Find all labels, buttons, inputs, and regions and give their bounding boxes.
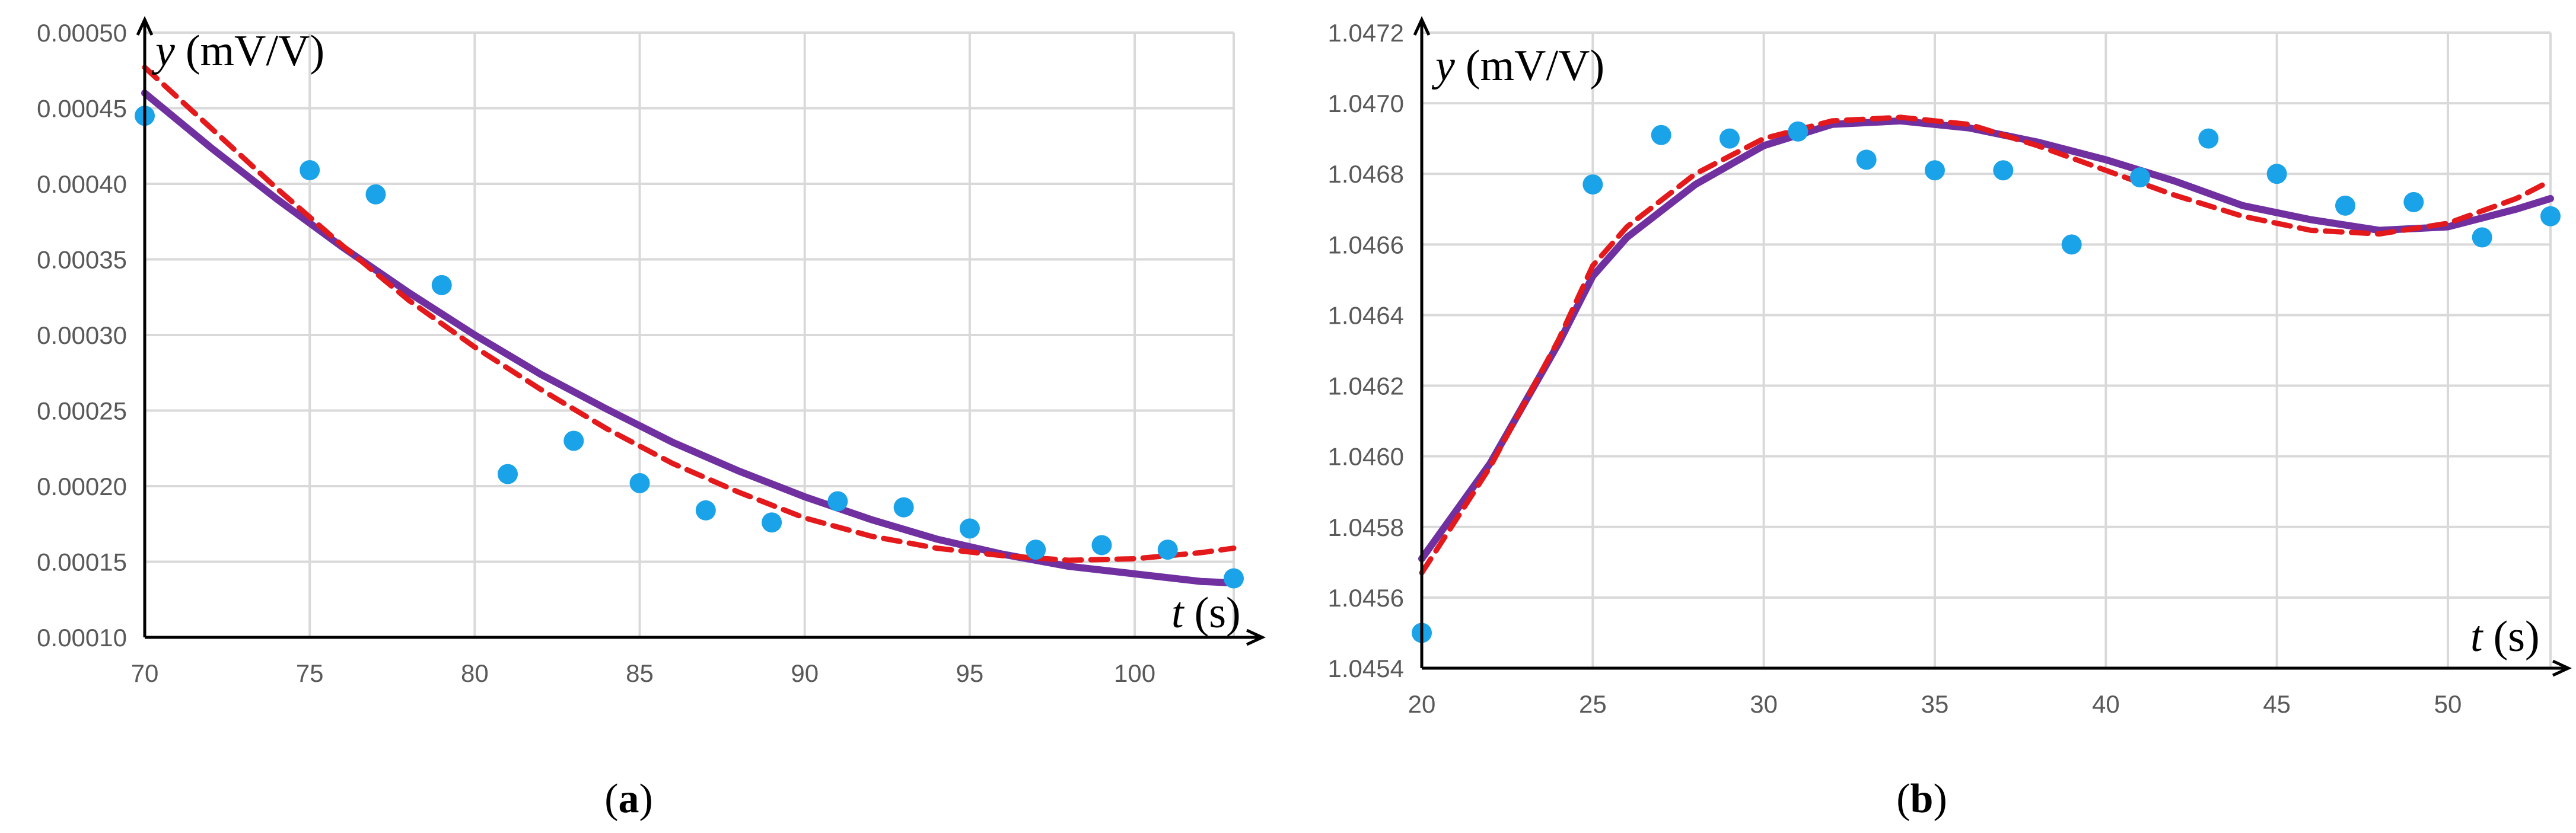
panel-b-data-point: [1993, 160, 2014, 181]
panel-a-y-axis-arrow: [136, 16, 154, 36]
panel-a-data-point: [563, 430, 584, 451]
panel-a-data-points: [135, 106, 1244, 589]
panel-b-data-point: [2198, 128, 2219, 149]
panel-a-y-tick-label: 0.00045: [37, 95, 127, 123]
panel-b-x-tick-label: 20: [1408, 690, 1436, 718]
panel-a-data-point: [629, 473, 650, 493]
panel-a-fit-dashed-line: [142, 65, 1237, 563]
panel-a-data-point: [762, 512, 782, 533]
panel-b-y-tick-label: 1.0468: [1328, 160, 1404, 188]
panel-a-x-tick-label: 90: [791, 659, 819, 687]
panel-a-data-point: [959, 518, 980, 539]
panel-a-y-tick-label: 0.00040: [37, 170, 127, 198]
panel-a-chart: 0.00010 0.00015 0.00020 0.00025 0.00030 0.000…: [37, 16, 1266, 822]
panel-b-tick-labels: 1.0454 1.0456 1.0458 1.0460 1.0462 1.0464 1.04…: [1328, 19, 2462, 718]
panel-a-x-tick-label: 95: [956, 659, 984, 687]
panel-b-data-point: [2540, 206, 2561, 226]
panel-a-data-point: [1224, 568, 1244, 589]
panel-a-x-axis-arrow: [1246, 628, 1266, 646]
panel-b-data-point: [1856, 149, 1877, 170]
panel-b-y-axis-label: y (mV/V): [1431, 42, 1604, 90]
panel-b-y-tick-label: 1.0462: [1328, 372, 1404, 400]
panel-a-y-axis-label: y (mV/V): [151, 27, 324, 75]
panel-b-data-point: [1925, 160, 1945, 181]
panel-b-fit-lines: [1418, 114, 2554, 576]
panel-a-data-point: [498, 464, 518, 484]
panel-a-x-axis-label: t (s): [1171, 589, 1241, 637]
panel-a-x-tick-label: 70: [131, 659, 159, 687]
panel-a-data-point: [1157, 540, 1178, 560]
panel-a-data-point: [431, 275, 452, 295]
panel-b-y-tick-label: 1.0472: [1328, 19, 1404, 47]
panel-b-gridlines: [1422, 31, 2552, 668]
panel-b-data-point: [2061, 234, 2082, 255]
panel-b-x-tick-label: 45: [2263, 690, 2291, 718]
panel-b-data-point: [2335, 195, 2355, 216]
panel-b-x-tick-label: 50: [2434, 690, 2462, 718]
panel-a-y-tick-label: 0.00025: [37, 397, 127, 425]
panel-b-y-tick-label: 1.0464: [1328, 301, 1404, 329]
panel-a-x-tick-label: 85: [626, 659, 654, 687]
panel-b-x-axis-arrow: [2552, 659, 2572, 677]
panel-b-data-point: [2266, 164, 2287, 184]
panel-b-fit-solid-line: [1418, 117, 2554, 563]
panel-b-fit-dashed-line: [1419, 114, 2553, 576]
panel-a-y-tick-label: 0.00010: [37, 624, 127, 652]
panel-b-data-point: [2472, 227, 2492, 248]
panel-a-caption: (a): [604, 776, 653, 822]
panel-a-x-tick-label: 80: [461, 659, 489, 687]
panel-a-tick-labels: 0.00010 0.00015 0.00020 0.00025 0.00030 0.000…: [37, 19, 1155, 687]
panel-b-y-tick-label: 1.0466: [1328, 231, 1404, 258]
panel-a-data-point: [827, 491, 848, 512]
panel-a-fit-lines: [141, 65, 1237, 587]
panel-a-axes: [136, 16, 1266, 646]
panel-a-y-tick-label: 0.00015: [37, 548, 127, 576]
panel-a-x-tick-label: 100: [1114, 659, 1155, 687]
panel-a-y-tick-label: 0.00050: [37, 19, 127, 47]
panel-b-data-points: [1412, 121, 2561, 643]
panel-a-gridlines: [145, 31, 1235, 637]
panel-b-data-point: [1720, 128, 1740, 149]
panel-b-data-point: [1651, 125, 1671, 145]
panel-b-data-point: [2130, 167, 2150, 188]
panel-a-data-point: [893, 497, 914, 518]
panel-a-x-tick-label: 75: [296, 659, 324, 687]
panel-b-x-tick-label: 40: [2092, 690, 2120, 718]
panel-a-y-tick-label: 0.00020: [37, 473, 127, 500]
panel-b-y-tick-label: 1.0460: [1328, 443, 1404, 471]
panel-b-data-point: [2403, 192, 2424, 212]
panel-a-data-point: [695, 500, 716, 521]
panel-b-x-tick-label: 35: [1921, 690, 1949, 718]
panel-b-x-tick-label: 30: [1750, 690, 1778, 718]
panel-a-y-tick-label: 0.00030: [37, 321, 127, 349]
panel-a-data-point: [365, 184, 386, 205]
panel-b-data-point: [1582, 174, 1603, 195]
panel-a-data-point: [1091, 535, 1112, 556]
panel-b-data-point: [1788, 121, 1808, 142]
panel-b-y-tick-label: 1.0470: [1328, 90, 1404, 117]
panel-b-x-axis-label: t (s): [2470, 612, 2540, 661]
panel-b-y-tick-label: 1.0458: [1328, 513, 1404, 541]
panel-b-y-tick-label: 1.0454: [1328, 655, 1404, 682]
panel-a-fit-solid-line: [141, 90, 1237, 587]
panel-a-data-point: [300, 160, 320, 181]
panel-b-y-axis-arrow: [1413, 16, 1431, 36]
panel-b-caption: (b): [1896, 776, 1947, 822]
panel-b-axes: [1413, 16, 2572, 677]
panel-a-data-point: [1026, 540, 1046, 560]
panel-b-chart: 1.0454 1.0456 1.0458 1.0460 1.0462 1.0464 1.04…: [1328, 16, 2572, 822]
panel-b-y-tick-label: 1.0456: [1328, 584, 1404, 612]
panel-b-x-tick-label: 25: [1579, 690, 1607, 718]
panel-a-y-tick-label: 0.00035: [37, 246, 127, 274]
